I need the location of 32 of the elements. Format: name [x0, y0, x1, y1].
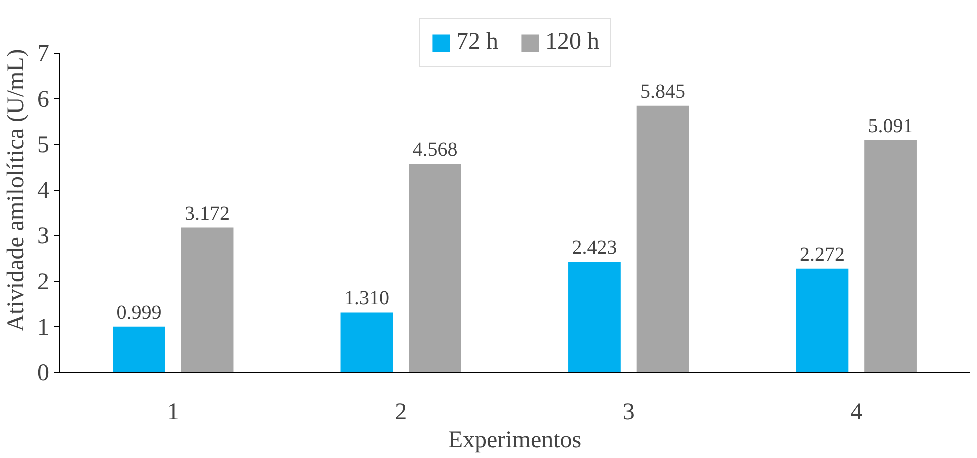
data-label: 3.172 — [185, 202, 230, 225]
data-label: 5.091 — [868, 115, 914, 138]
x-axis-title: Experimentos — [448, 428, 582, 454]
bar — [636, 106, 690, 372]
x-tick-label: 4 — [850, 400, 863, 426]
y-tick-label: 1 — [38, 314, 50, 341]
data-label: 1.310 — [344, 288, 390, 310]
y-tick-label: 6 — [38, 86, 50, 113]
y-tick-label: 3 — [38, 224, 50, 250]
legend-label: 72 h — [456, 29, 498, 56]
bar — [181, 228, 234, 372]
bar — [113, 326, 166, 372]
bar — [340, 312, 394, 372]
data-label: 2.423 — [572, 236, 618, 259]
bar — [796, 268, 849, 372]
legend-label: 120 h — [546, 29, 600, 56]
y-tick-label: 2 — [38, 269, 50, 296]
data-label: 4.568 — [412, 139, 458, 162]
y-tick-label: 0 — [38, 360, 50, 386]
bar — [409, 164, 462, 372]
y-tick-label: 7 — [38, 41, 50, 68]
y-tick-label: 5 — [38, 132, 50, 158]
data-label: 0.999 — [116, 302, 162, 324]
bar — [568, 262, 621, 372]
x-tick-label: 3 — [622, 400, 635, 426]
x-tick-label: 2 — [395, 400, 408, 426]
data-label: 5.845 — [640, 80, 686, 103]
bar — [864, 140, 917, 372]
y-tick-label: 4 — [38, 178, 50, 204]
data-label: 2.272 — [800, 244, 845, 266]
y-axis-title: Atividade amilolítica (U/mL) — [4, 49, 30, 332]
x-tick-label: 1 — [167, 400, 180, 426]
